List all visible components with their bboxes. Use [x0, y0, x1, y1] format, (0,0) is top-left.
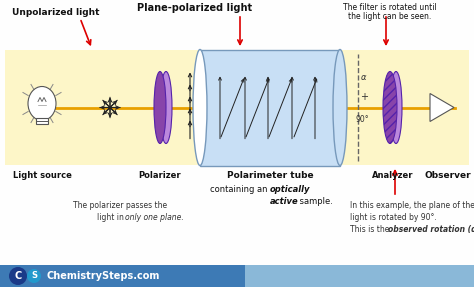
Text: light in: light in [97, 213, 126, 222]
Ellipse shape [28, 86, 56, 121]
Ellipse shape [160, 71, 172, 144]
Text: observed rotation (α).: observed rotation (α). [388, 225, 474, 234]
Text: only one plane.: only one plane. [125, 213, 184, 222]
Text: This is the: This is the [350, 225, 392, 234]
Text: Plane-polarized light: Plane-polarized light [137, 3, 253, 13]
Text: the light can be seen.: the light can be seen. [348, 12, 432, 21]
Circle shape [27, 269, 41, 283]
Bar [200, 49, 340, 166]
Bar [245, 265, 474, 287]
Text: ChemistrySteps.com: ChemistrySteps.com [47, 271, 160, 281]
Text: S: S [31, 272, 37, 280]
Text: Polarizer: Polarizer [139, 171, 182, 180]
Text: light is rotated by 90°.: light is rotated by 90°. [350, 213, 437, 222]
Text: optically: optically [270, 185, 310, 194]
Text: sample.: sample. [297, 197, 333, 206]
Text: 90°: 90° [356, 115, 370, 123]
Text: active: active [270, 197, 299, 206]
Ellipse shape [383, 71, 397, 144]
Text: The polarizer passes the: The polarizer passes the [73, 201, 167, 210]
Text: In this example, the plane of the: In this example, the plane of the [350, 201, 474, 210]
Bar [0, 265, 245, 287]
Text: The filter is rotated until: The filter is rotated until [343, 3, 437, 12]
Text: α: α [361, 73, 366, 82]
Circle shape [9, 267, 27, 285]
Bar [5, 50, 469, 165]
Text: Observer: Observer [425, 171, 471, 180]
Ellipse shape [193, 49, 207, 166]
Ellipse shape [154, 71, 166, 144]
Polygon shape [430, 94, 454, 121]
Text: Light source: Light source [13, 171, 72, 180]
Text: Analyzer: Analyzer [372, 171, 414, 180]
Bar [36, 117, 48, 123]
Text: containing an: containing an [210, 185, 270, 194]
Text: +: + [360, 92, 368, 102]
Ellipse shape [390, 71, 402, 144]
Ellipse shape [333, 49, 347, 166]
Text: C: C [14, 271, 22, 281]
Text: Unpolarized light: Unpolarized light [12, 8, 100, 17]
Text: Polarimeter tube: Polarimeter tube [227, 171, 313, 180]
